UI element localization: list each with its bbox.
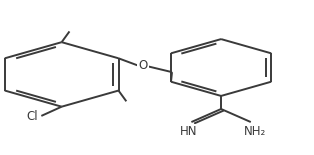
Text: NH₂: NH₂ [244, 125, 267, 138]
Text: O: O [138, 59, 148, 72]
Text: HN: HN [180, 125, 198, 138]
Text: Cl: Cl [26, 110, 38, 123]
